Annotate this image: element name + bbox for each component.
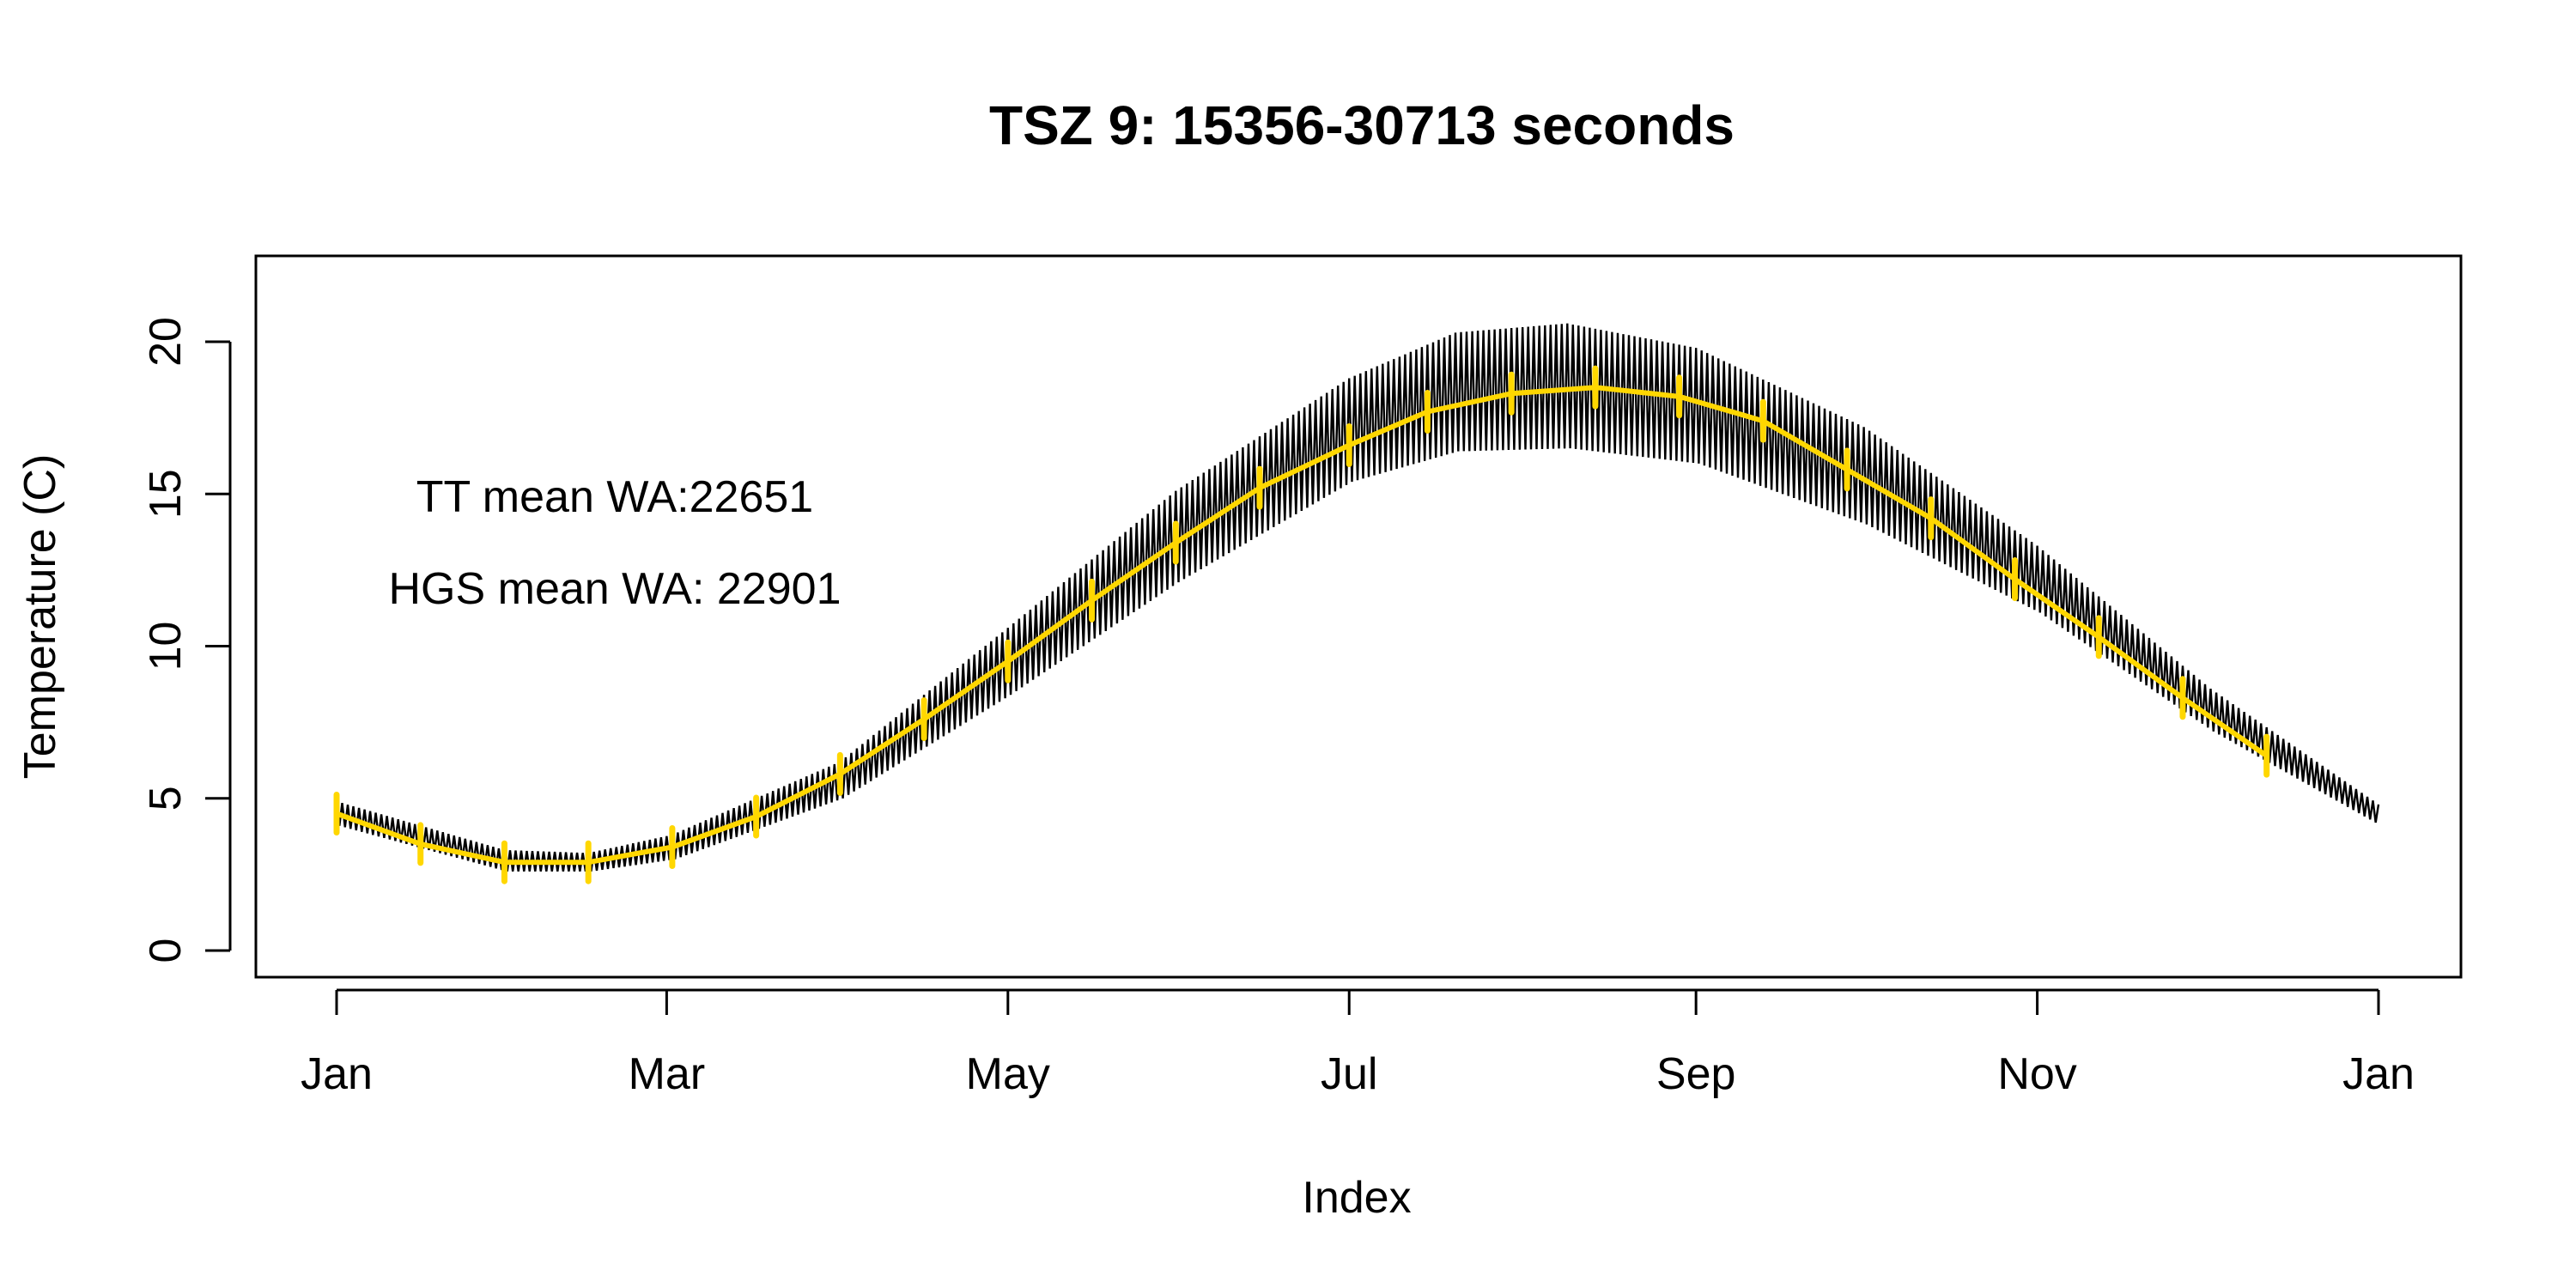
x-tick-label: Jul — [1321, 1049, 1377, 1099]
temperature-oscillation-line — [335, 323, 2380, 872]
x-tick-label: Jan — [2342, 1049, 2415, 1099]
y-tick-label: 5 — [141, 786, 191, 811]
y-tick-label: 15 — [141, 469, 191, 519]
mean-temperature-line — [335, 385, 2269, 866]
x-tick-label: Nov — [1997, 1049, 2076, 1099]
x-tick-label: May — [966, 1049, 1050, 1099]
hgs-mean-annotation: HGS mean WA: 22901 — [389, 564, 841, 614]
data-layer — [333, 323, 2380, 884]
x-tick-label: Jan — [301, 1049, 373, 1099]
x-axis-label: Index — [1302, 1173, 1411, 1223]
y-tick-label: 0 — [141, 939, 191, 963]
plot-frame — [254, 254, 2463, 979]
y-tick-label: 20 — [141, 317, 191, 367]
x-tick-label: Mar — [629, 1049, 706, 1099]
y-tick-label: 10 — [141, 622, 191, 671]
x-axis: Jan Mar May Jul Sep Nov Jan — [301, 988, 2415, 1099]
x-tick-label: Sep — [1656, 1049, 1736, 1099]
y-axis: 0 5 10 15 20 — [141, 317, 232, 963]
chart-title: TSZ 9: 15356-30713 seconds — [989, 94, 1735, 156]
tt-mean-annotation: TT mean WA:22651 — [416, 472, 813, 522]
y-axis-label: Temperature (C) — [15, 454, 65, 780]
